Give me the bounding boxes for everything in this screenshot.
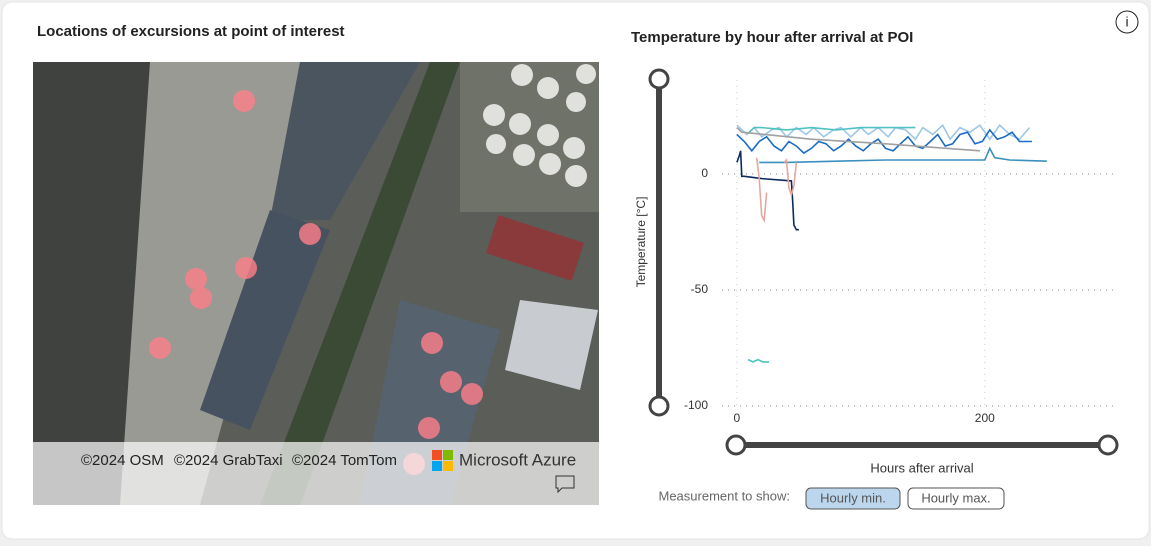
brand: Microsoft Azure [459,450,576,469]
chart-title: Temperature by hour after arrival at POI [631,29,913,46]
x-axis-label: Hours after arrival [870,460,973,475]
toggle-button[interactable] [907,487,1005,510]
info-icon: i [1125,14,1128,30]
toggle-label: Hourly max. [921,490,990,505]
x-tick-label: 0 [734,411,741,425]
feedback-icon[interactable] [555,475,575,494]
toggle-label: Hourly min. [820,490,886,505]
x-tick-label: 200 [975,411,995,425]
series-line [748,126,916,133]
attribution: ©2024 GrabTaxi [174,452,283,469]
x-slider[interactable] [725,434,1119,456]
map[interactable] [33,62,599,505]
series-line [736,150,799,231]
attribution: ©2024 TomTom [292,452,397,469]
series-line [755,157,798,224]
series-line [747,358,770,363]
y-tick-label: 0 [701,166,708,180]
y-tick-label: -50 [691,282,709,296]
y-tick-label: -100 [684,398,708,412]
series-line [759,146,1047,164]
attribution: ©2024 OSM [81,452,164,469]
ms-logo [432,450,453,471]
y-axis-label: Temperature [°C] [634,197,648,288]
info-button[interactable] [1115,10,1139,34]
y-slider[interactable] [648,68,670,417]
toggle-button[interactable] [805,487,901,510]
series-line [736,127,980,152]
map-title: Locations of excursions at point of inte… [37,23,345,40]
controls-label: Measurement to show: [658,488,790,503]
